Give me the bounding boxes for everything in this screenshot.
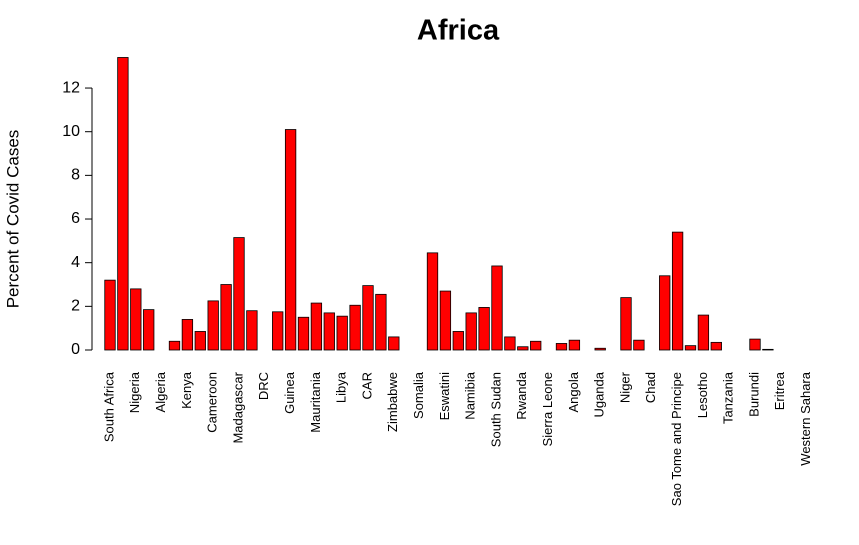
bar: [323, 312, 335, 351]
x-tick-label: Somalia: [411, 371, 426, 419]
bar: [194, 331, 206, 351]
x-tick-label: Namibia: [463, 371, 478, 419]
bar: [168, 340, 181, 351]
bar: [697, 314, 710, 351]
bar: [375, 293, 387, 351]
bar: [207, 300, 219, 351]
bar: [620, 297, 632, 351]
bar: [104, 279, 116, 351]
bar: [530, 340, 542, 351]
y-tick-label: 4: [71, 254, 80, 271]
chart-title: Africa: [417, 15, 500, 47]
bar: [749, 338, 761, 351]
bar: [478, 307, 490, 351]
y-tick-label: 8: [71, 167, 80, 184]
x-tick-label: Lesotho: [695, 372, 710, 418]
bar: [439, 290, 452, 351]
y-tick-label: 2: [71, 298, 80, 315]
bar: [594, 347, 606, 351]
bar: [465, 312, 477, 351]
bar: [388, 336, 400, 351]
x-tick-label: Niger: [617, 371, 632, 403]
bar: [452, 331, 464, 351]
bar: [336, 315, 348, 351]
x-tick-label: Nigeria: [127, 371, 142, 413]
x-tick-label: Algeria: [153, 371, 168, 412]
bar: [659, 275, 671, 351]
bar: [555, 343, 568, 351]
bar: [246, 310, 258, 351]
bar: [426, 252, 439, 351]
bar: [284, 129, 297, 351]
x-tick-label: Madagascar: [230, 371, 245, 443]
x-tick-label: Tanzania: [721, 371, 736, 424]
bar: [710, 341, 722, 351]
x-tick-label: Chad: [643, 372, 658, 403]
bar: [349, 304, 361, 351]
x-tick-label: South Sudan: [488, 372, 503, 447]
y-tick-label: 6: [71, 210, 80, 227]
x-tick-label: Zimbabwe: [385, 372, 400, 432]
bar: [143, 309, 155, 351]
bar: [130, 288, 142, 351]
x-tick-label: DRC: [256, 372, 271, 400]
x-tick-label: Guinea: [282, 371, 297, 414]
bar: [517, 346, 529, 351]
y-axis-label: Percent of Covid Cases: [3, 130, 22, 309]
x-tick-label: Sierra Leone: [540, 372, 555, 446]
bar: [684, 345, 697, 351]
bar: [117, 57, 129, 351]
x-tick-label: Western Sahara: [798, 371, 813, 465]
bar: [220, 284, 232, 351]
bar: [762, 348, 774, 351]
x-tick-label: Mauritania: [308, 371, 323, 432]
x-tick-label: Kenya: [179, 371, 194, 409]
bar: [233, 237, 245, 351]
x-tick-label: South Africa: [101, 371, 116, 442]
bar: [297, 316, 310, 351]
x-tick-label: Sao Tome and Principe: [669, 372, 684, 506]
x-tick-label: Burundi: [746, 372, 761, 417]
x-tick-label: Eswatini: [437, 372, 452, 421]
bar: [568, 339, 581, 351]
y-tick-label: 10: [62, 123, 80, 140]
x-tick-label: Uganda: [592, 371, 607, 417]
bar: [181, 319, 194, 351]
y-tick-label: 0: [71, 341, 80, 358]
bar: [310, 302, 323, 351]
x-tick-label: CAR: [359, 372, 374, 399]
x-tick-label: Angola: [566, 371, 581, 412]
y-tick-label: 12: [62, 79, 80, 96]
bar: [491, 265, 503, 351]
bar: [633, 339, 645, 351]
x-tick-label: Cameroon: [205, 372, 220, 433]
bar: [504, 336, 516, 351]
bar: [671, 231, 684, 351]
x-tick-label: Libya: [334, 371, 349, 403]
bar: [272, 311, 284, 351]
x-tick-label: Eritrea: [772, 371, 787, 410]
x-tick-label: Rwanda: [514, 371, 529, 419]
bar: [362, 285, 374, 351]
